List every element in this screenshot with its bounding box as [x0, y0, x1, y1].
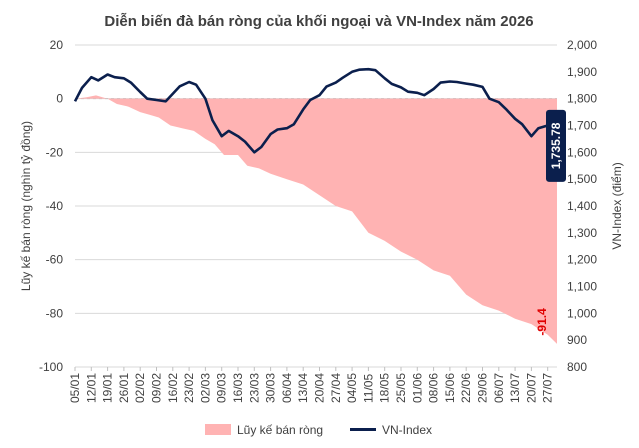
right-tick-label: 1,800 [567, 92, 597, 106]
right-tick-label: 1,500 [567, 172, 597, 186]
x-tick-label: 01/06 [410, 373, 424, 403]
right-tick-label: 1,600 [567, 145, 597, 159]
right-tick-label: 1,700 [567, 119, 597, 133]
area-series-layer [75, 95, 557, 344]
right-tick-label: 1,000 [567, 306, 597, 320]
x-tick-label: 06/07 [492, 373, 506, 403]
left-tick-label: -100 [39, 360, 63, 374]
x-tick-label: 09/03 [215, 373, 229, 403]
x-tick-label: 13/04 [296, 373, 310, 403]
x-tick-label: 26/01 [117, 373, 131, 403]
x-tick-label: 04/05 [345, 373, 359, 403]
right-tick-label: 1,400 [567, 199, 597, 213]
legend: Lũy kế bán ròng VN-Index [205, 423, 432, 437]
x-tick-label: 30/03 [264, 373, 278, 403]
x-tick-label: 16/02 [166, 373, 180, 403]
chart-title: Diễn biến đà bán ròng của khối ngoại và … [104, 13, 533, 30]
x-tick-label: 13/07 [508, 373, 522, 403]
x-tick-label: 02/03 [198, 373, 212, 403]
line-series-vnindex [73, 67, 558, 154]
area-series-net-sell [75, 95, 557, 344]
x-tick-label: 25/05 [394, 373, 408, 403]
left-tick-label: -40 [46, 199, 64, 213]
x-tick-label: 22/06 [459, 373, 473, 403]
left-tick-label: -80 [46, 306, 64, 320]
x-tick-label: 23/03 [247, 373, 261, 403]
annotation-vnindex-last: 1,735.78 [549, 122, 563, 169]
x-tick-label: 16/03 [231, 373, 245, 403]
left-tick-label: -20 [46, 145, 64, 159]
annotation-vnindex-box [546, 109, 566, 182]
right-tick-label: 1,300 [567, 226, 597, 240]
left-tick-label: -60 [46, 253, 64, 267]
x-tick-label: 20/04 [312, 373, 326, 403]
x-tick-label: 12/01 [84, 373, 98, 403]
legend-swatch-area [205, 424, 231, 435]
legend-label-line: VN-Index [382, 423, 432, 437]
left-axis-label: Lũy kế bán ròng (nghìn tỷ đồng) [19, 121, 33, 291]
x-tick-label: 27/07 [541, 373, 555, 403]
x-tick-label: 15/06 [443, 373, 457, 403]
x-tick-label: 27/04 [329, 373, 343, 403]
x-tick-label: 05/01 [68, 373, 82, 403]
x-tick-label: 20/07 [524, 373, 538, 403]
right-tick-label: 2,000 [567, 38, 597, 52]
x-tick-label: 18/05 [378, 373, 392, 403]
right-tick-label: 1,200 [567, 253, 597, 267]
right-tick-label: 1,100 [567, 280, 597, 294]
x-tick-label: 08/06 [427, 373, 441, 403]
line-series-layer [73, 67, 558, 154]
right-tick-label: 900 [567, 333, 587, 347]
left-tick-label: 0 [56, 92, 63, 106]
x-tick-label: 09/02 [149, 373, 163, 403]
x-tick-label: 11/05 [361, 374, 375, 403]
x-tick-label: 02/02 [133, 373, 147, 403]
x-tick-label: 23/02 [182, 373, 196, 403]
right-tick-label: 800 [567, 360, 587, 374]
x-tick-label: 19/01 [101, 373, 115, 403]
right-axis-label: VN-Index (điểm) [610, 162, 624, 249]
left-tick-label: 20 [50, 38, 64, 52]
x-tick-label: 06/04 [280, 373, 294, 403]
x-tick-label: 29/06 [475, 373, 489, 403]
right-axis-ticks: 2,000 1,900 1,800 1,700 1,600 1,500 1,400 1,300… [567, 38, 597, 374]
annotation-net-sell-last: -91.4 [535, 308, 549, 336]
x-axis-ticks: 05/01 12/01 19/01 26/01 02/02 09/02 16/02 23/02… [68, 367, 555, 403]
annotations: -91.4 1,735.78 [535, 109, 566, 336]
left-axis-ticks: 20 0 -20 -40 -60 -80 -100 [39, 38, 63, 374]
legend-label-area: Lũy kế bán ròng [237, 423, 323, 437]
right-tick-label: 1,900 [567, 65, 597, 79]
